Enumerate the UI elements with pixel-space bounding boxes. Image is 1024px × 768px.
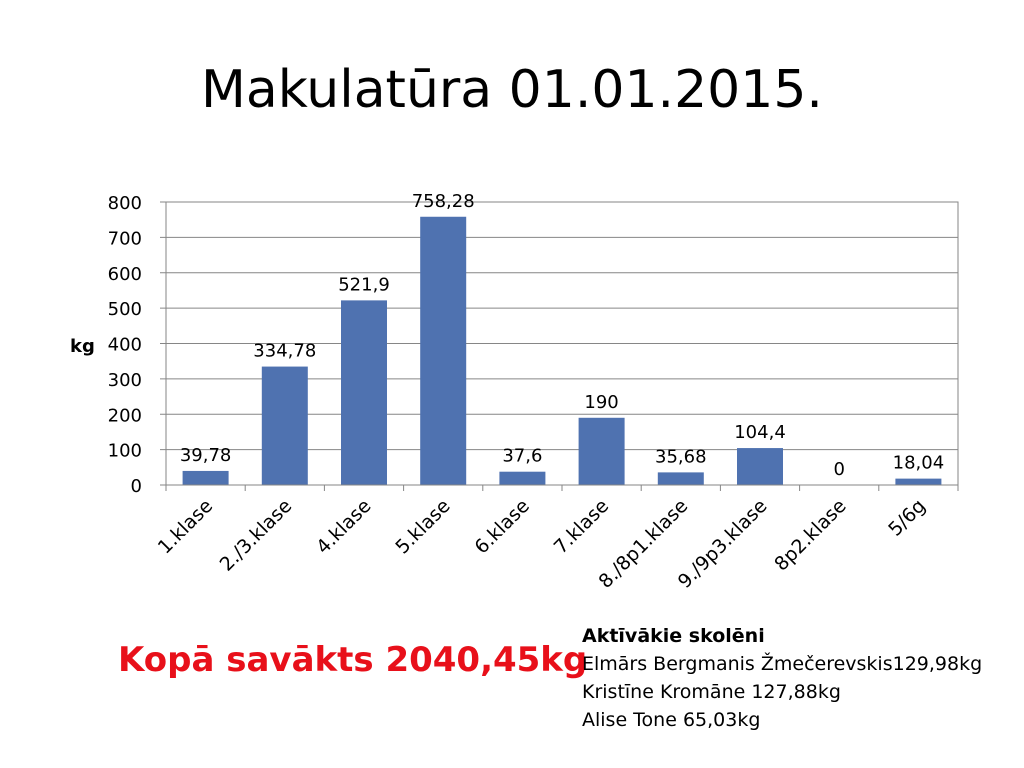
- data-label: 35,68: [655, 446, 707, 467]
- student-entry: Kristīne Kromāne 127,88kg: [582, 681, 841, 703]
- x-tick-label: 4.klase: [312, 495, 375, 558]
- total-collected: Kopā savākts 2040,45kg: [118, 640, 588, 680]
- y-tick-label: 200: [108, 405, 142, 426]
- bar: [895, 478, 942, 485]
- x-tick-label: 5.klase: [391, 495, 454, 558]
- bar: [737, 448, 783, 485]
- bar-chart: 0 100 200 300 400 500 600 700 800 kg 39,78 1.klase 3…: [70, 191, 959, 593]
- bar: [499, 471, 546, 485]
- data-label: 190: [584, 392, 618, 413]
- bars: [182, 216, 942, 485]
- x-tick-label: 8p2.klase: [770, 495, 850, 575]
- bar: [182, 470, 229, 485]
- x-tick-label: 1.klase: [154, 495, 217, 558]
- x-tick-label: 7.klase: [550, 495, 613, 558]
- y-tick-label: 400: [108, 335, 142, 356]
- bar: [261, 366, 308, 485]
- data-label: 18,04: [893, 453, 945, 474]
- y-tick-label: 700: [108, 228, 142, 249]
- bar: [657, 472, 704, 485]
- bar: [578, 417, 625, 485]
- active-students-panel: Aktīvākie skolēni Elmārs Bergmanis Žmeče…: [582, 622, 982, 734]
- x-tick-label: 2./3.klase: [216, 495, 297, 576]
- data-label: 334,78: [253, 341, 316, 362]
- bar: [341, 300, 387, 485]
- students-heading: Aktīvākie skolēni: [582, 625, 765, 647]
- y-axis-label: kg: [70, 336, 95, 357]
- data-label: 39,78: [180, 445, 232, 466]
- y-tick-label: 0: [131, 476, 142, 497]
- data-label: 758,28: [412, 191, 475, 212]
- axes: [160, 201, 959, 491]
- data-label: 0: [833, 459, 844, 480]
- student-entry: Alise Tone 65,03kg: [582, 709, 761, 731]
- labels: 0 100 200 300 400 500 600 700 800 kg 39,78 1.klase 3…: [70, 191, 944, 593]
- y-tick-label: 800: [108, 193, 142, 214]
- data-label: 521,9: [338, 274, 390, 295]
- y-tick-label: 500: [108, 299, 142, 320]
- student-entry: Elmārs Bergmanis Žmečerevskis129,98kg: [582, 653, 983, 675]
- data-label: 37,6: [502, 446, 542, 467]
- data-label: 104,4: [734, 422, 786, 443]
- bar: [420, 216, 467, 485]
- x-tick-label: 5/6g: [884, 495, 930, 541]
- slide-title: Makulatūra 01.01.2015.: [201, 60, 823, 120]
- x-tick-label: 6.klase: [471, 495, 534, 558]
- y-tick-label: 100: [108, 441, 142, 462]
- y-tick-label: 300: [108, 370, 142, 391]
- y-tick-label: 600: [108, 264, 142, 285]
